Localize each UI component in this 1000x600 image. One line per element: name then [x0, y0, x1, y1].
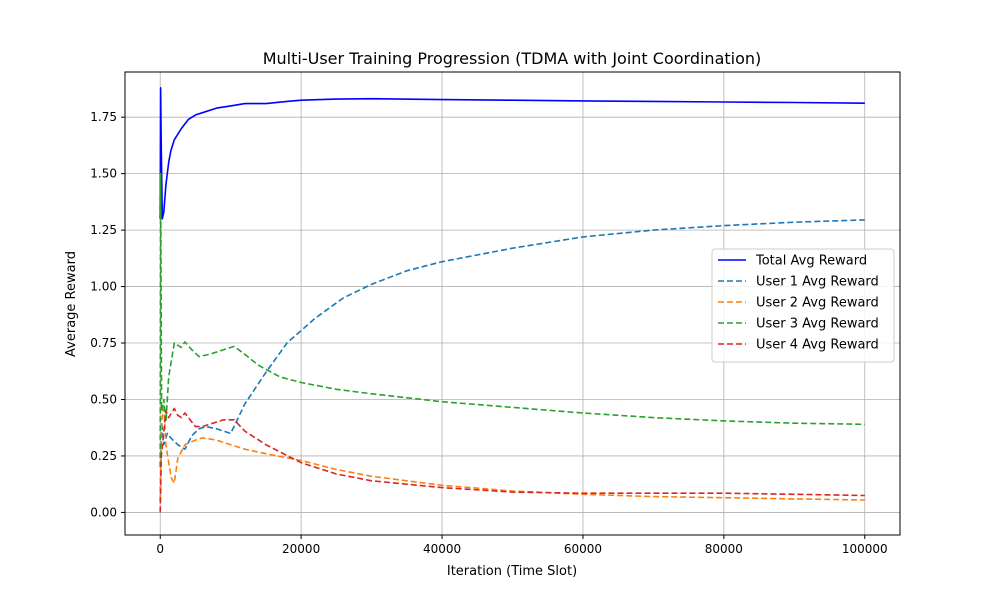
- series-line-2: [159, 219, 865, 502]
- y-axis-ticks: 0.00 0.25 0.50 0.75 1.00 1.25 1.50 1.75: [90, 110, 125, 519]
- x-tick-label: 0: [156, 542, 164, 556]
- series-line-1: [159, 87, 865, 220]
- series-line-5: [159, 407, 865, 513]
- x-axis-ticks: 0 20000 40000 60000 80000 100000: [156, 535, 888, 556]
- y-tick-label: 1.75: [90, 110, 117, 124]
- legend-label: User 2 Avg Reward: [756, 296, 879, 311]
- x-tick-label: 60000: [564, 542, 602, 556]
- x-tick-label: 20000: [282, 542, 320, 556]
- y-tick-label: 1.50: [90, 167, 117, 181]
- y-tick-label: 0.50: [90, 392, 117, 406]
- y-tick-label: 1.00: [90, 280, 117, 294]
- x-axis-title: Iteration (Time Slot): [447, 564, 577, 579]
- chart-title: Multi-User Training Progression (TDMA wi…: [263, 49, 762, 68]
- y-tick-label: 0.75: [90, 336, 117, 350]
- legend-label: Total Avg Reward: [755, 254, 867, 269]
- series-lines: [159, 87, 865, 513]
- y-tick-label: 0.00: [90, 505, 117, 519]
- x-tick-label: 100000: [842, 542, 888, 556]
- legend-label: User 3 Avg Reward: [756, 317, 879, 332]
- x-tick-label: 40000: [423, 542, 461, 556]
- legend-label: User 1 Avg Reward: [756, 275, 879, 290]
- plot-frame: [124, 71, 901, 536]
- series-line-3: [159, 403, 865, 502]
- y-tick-label: 1.25: [90, 223, 117, 237]
- y-tick-label: 0.25: [90, 449, 117, 463]
- series-line-4: [159, 172, 865, 468]
- legend-box: [711, 248, 895, 363]
- y-axis-title: Average Reward: [64, 251, 79, 357]
- legend-label: User 4 Avg Reward: [756, 338, 879, 353]
- x-tick-label: 80000: [705, 542, 743, 556]
- legend: Total Avg Reward User 1 Avg Reward User 2 …: [711, 248, 895, 363]
